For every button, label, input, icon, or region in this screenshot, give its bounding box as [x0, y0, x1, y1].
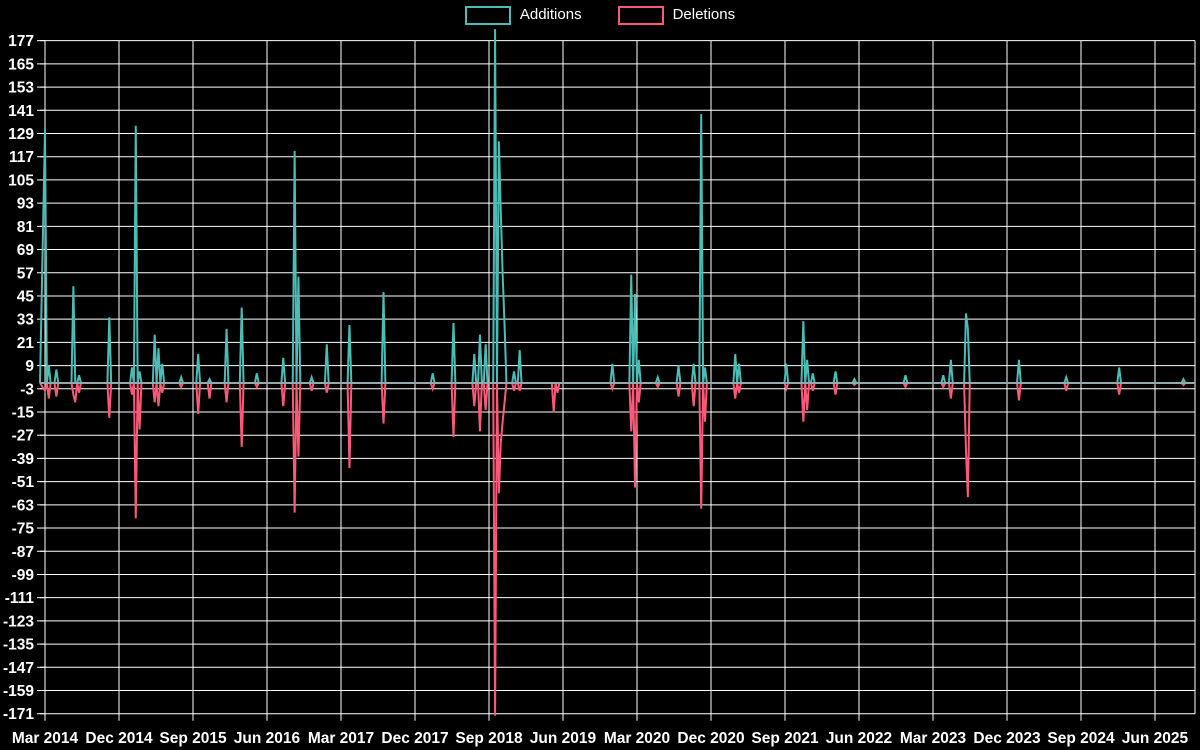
svg-text:-3: -3 — [20, 381, 34, 398]
svg-text:Dec 2020: Dec 2020 — [677, 730, 744, 747]
deletions-swatch-icon — [617, 5, 664, 25]
svg-text:153: 153 — [8, 80, 34, 97]
svg-text:Mar 2014: Mar 2014 — [12, 730, 79, 747]
svg-text:Jun 2025: Jun 2025 — [1122, 730, 1189, 747]
svg-text:-15: -15 — [12, 405, 35, 422]
svg-text:129: 129 — [8, 126, 34, 143]
svg-text:33: 33 — [17, 312, 35, 329]
svg-text:Jun 2022: Jun 2022 — [826, 730, 892, 747]
svg-text:-135: -135 — [3, 637, 34, 654]
svg-text:Sep 2024: Sep 2024 — [1047, 730, 1115, 747]
svg-text:Sep 2021: Sep 2021 — [751, 730, 819, 747]
deletions-line — [39, 382, 1192, 716]
svg-text:Sep 2015: Sep 2015 — [159, 730, 227, 747]
svg-text:Dec 2023: Dec 2023 — [973, 730, 1041, 747]
svg-text:81: 81 — [17, 219, 35, 236]
legend-item-additions[interactable]: Additions — [464, 5, 582, 25]
svg-text:-99: -99 — [12, 567, 35, 584]
svg-text:-39: -39 — [12, 451, 35, 468]
svg-text:141: 141 — [8, 103, 34, 120]
svg-text:-159: -159 — [3, 683, 34, 700]
svg-text:Mar 2023: Mar 2023 — [900, 730, 967, 747]
svg-text:117: 117 — [9, 149, 34, 166]
svg-text:-51: -51 — [12, 474, 35, 491]
svg-text:Dec 2014: Dec 2014 — [85, 730, 153, 747]
svg-text:Sep 2018: Sep 2018 — [455, 730, 523, 747]
svg-text:Dec 2017: Dec 2017 — [381, 730, 448, 747]
svg-text:57: 57 — [17, 265, 34, 282]
svg-text:Jun 2019: Jun 2019 — [530, 730, 597, 747]
y-axis-labels: 177 165 153 141 129 117 105 93 81 69 57 45 33 21 9 -3 -1… — [3, 33, 34, 723]
additions-swatch-icon — [464, 5, 511, 25]
svg-text:165: 165 — [8, 56, 34, 73]
svg-text:Mar 2017: Mar 2017 — [308, 730, 374, 747]
svg-text:21: 21 — [17, 335, 35, 352]
svg-text:Jun 2016: Jun 2016 — [234, 730, 301, 747]
svg-text:-147: -147 — [3, 660, 34, 677]
svg-text:45: 45 — [17, 288, 35, 305]
svg-text:93: 93 — [17, 196, 35, 213]
legend-label-additions: Additions — [519, 6, 582, 23]
legend-label-deletions: Deletions — [672, 6, 736, 23]
svg-text:105: 105 — [8, 172, 34, 189]
svg-text:-123: -123 — [3, 613, 34, 630]
svg-text:-27: -27 — [12, 428, 34, 445]
svg-text:-171: -171 — [3, 706, 34, 723]
chart-legend: Additions Deletions — [0, 5, 1200, 25]
svg-text:-63: -63 — [12, 497, 35, 514]
svg-text:177: 177 — [8, 33, 34, 50]
svg-text:-111: -111 — [5, 590, 35, 607]
svg-text:-87: -87 — [12, 544, 34, 561]
svg-text:69: 69 — [17, 242, 35, 259]
additions-line — [39, 29, 1192, 384]
svg-text:-75: -75 — [12, 521, 35, 538]
legend-item-deletions[interactable]: Deletions — [617, 5, 736, 25]
svg-text:Mar 2020: Mar 2020 — [604, 730, 670, 747]
svg-text:9: 9 — [25, 358, 34, 375]
x-axis-labels: Mar 2014 Dec 2014 Sep 2015 Jun 2016 Mar 2017… — [12, 730, 1189, 747]
